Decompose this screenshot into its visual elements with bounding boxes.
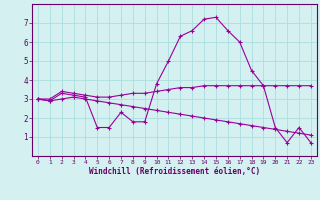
X-axis label: Windchill (Refroidissement éolien,°C): Windchill (Refroidissement éolien,°C) [89,167,260,176]
